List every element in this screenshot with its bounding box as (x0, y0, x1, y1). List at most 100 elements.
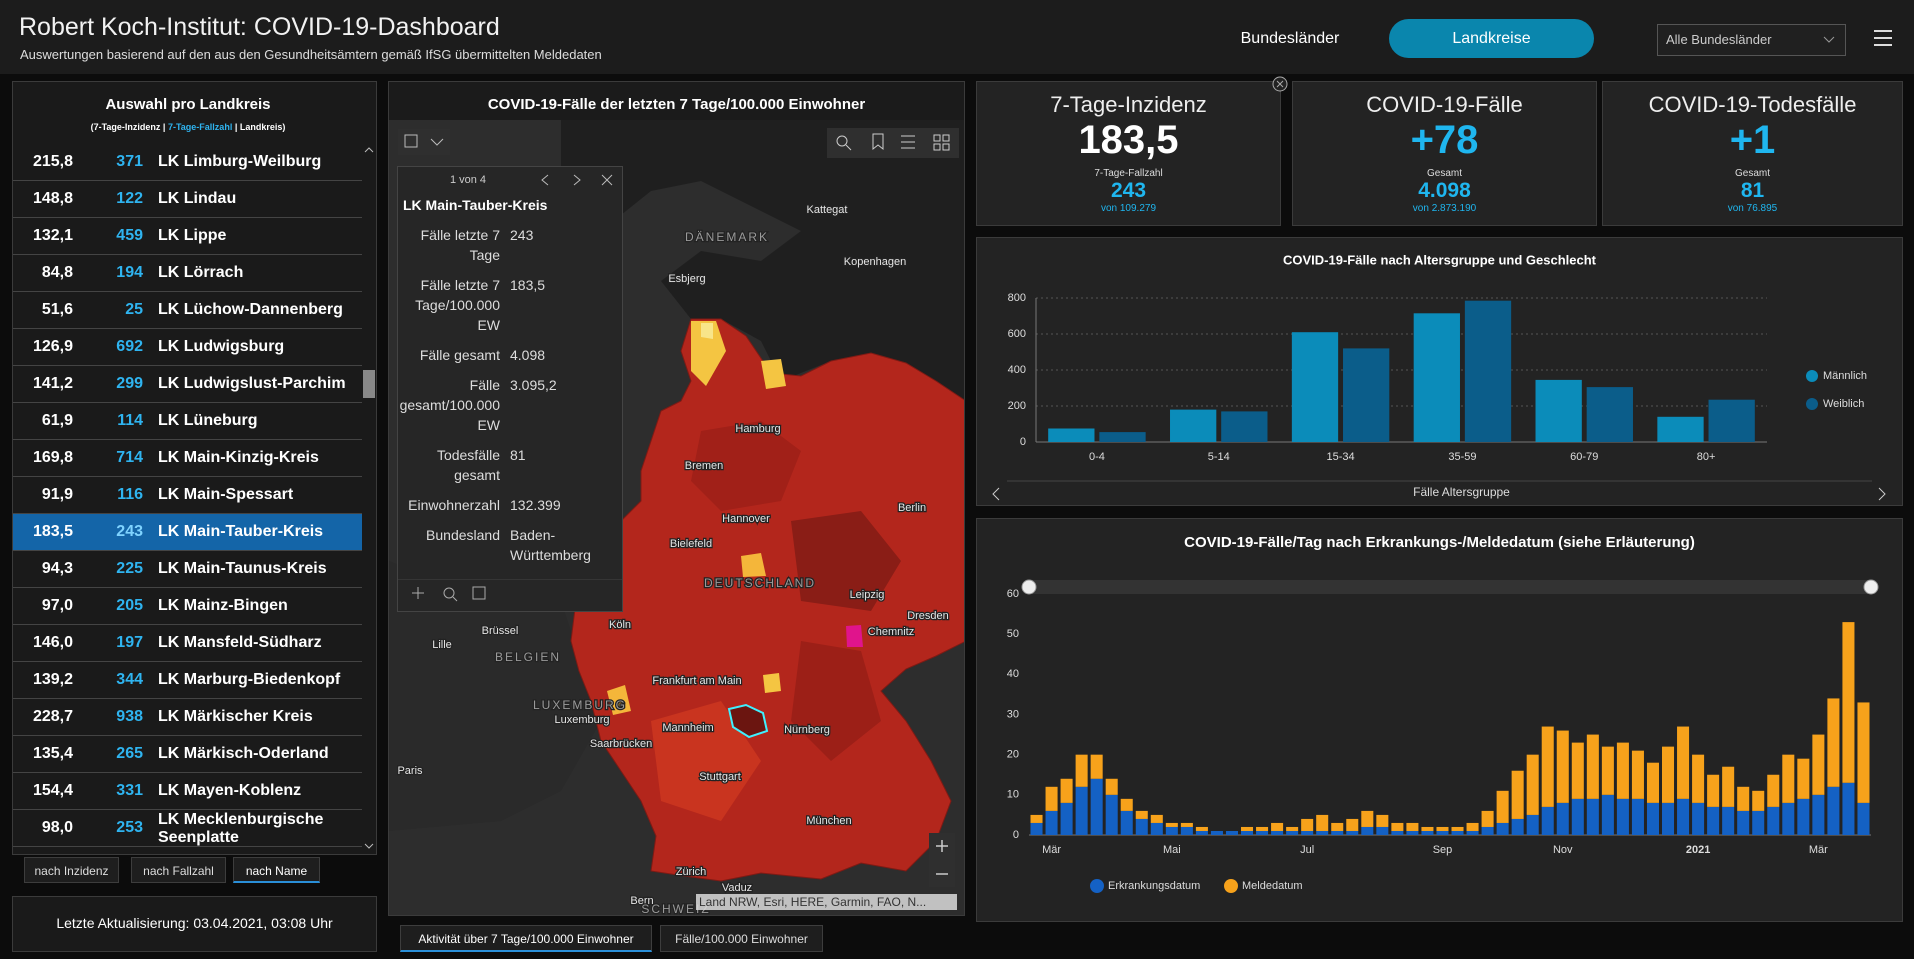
app-title: Robert Koch-Institut: COVID-19-Dashboard (19, 13, 500, 41)
bar (1376, 826, 1389, 835)
menu-icon[interactable] (1872, 28, 1894, 48)
list-row[interactable]: 132,1 459 LK Lippe (13, 218, 363, 255)
case-count: 116 (117, 486, 143, 503)
kpi-total: von 76.895 (1727, 203, 1778, 214)
list-row[interactable]: 146,0 197 LK Mansfeld-Südharz (13, 625, 363, 662)
popup-toolbar[interactable] (398, 579, 622, 611)
map-tab[interactable]: Fälle/100.000 Einwohner (660, 925, 823, 952)
nav-button-active[interactable]: Landkreise (1389, 19, 1594, 58)
map-tab[interactable]: Aktivität über 7 Tage/100.000 Einwohner (400, 925, 652, 952)
scrollbar[interactable] (362, 144, 376, 854)
bar (1241, 826, 1254, 831)
bar (1256, 826, 1269, 831)
list-row[interactable]: 98,0 253 LK Mecklenburgische Seenplatte (13, 810, 363, 847)
list-row[interactable]: 135,4 265 LK Märkisch-Oderland (13, 736, 363, 773)
bar (1842, 782, 1855, 835)
bar (1677, 798, 1690, 835)
bar (1105, 778, 1118, 795)
nav-button[interactable]: Bundesländer (1240, 30, 1340, 47)
bar (1301, 818, 1314, 831)
district-name: LK Mayen-Koblenz (158, 782, 302, 799)
list-row[interactable]: 228,7 938 LK Märkischer Kreis (13, 699, 363, 736)
bar (1571, 742, 1584, 799)
age-chart-panel: COVID-19-Fälle nach Altersgruppe und Ges… (976, 237, 1903, 506)
district-name: LK Mainz-Bingen (158, 597, 288, 614)
sort-button[interactable]: nach Inzidenz (24, 857, 119, 883)
field-value: 81 (510, 447, 526, 463)
bar (1827, 698, 1840, 787)
dropdown[interactable]: Alle Bundesländer (1657, 24, 1846, 56)
list-row[interactable]: 215,8 371 LK Limburg-Weilburg (13, 144, 363, 181)
popup-field: Fälle letzte 7 Tage/100.000 EW 183,5 (398, 275, 622, 335)
bar (1406, 830, 1419, 835)
legend-label: Erkrankungsdatum (1108, 880, 1200, 892)
bar (1391, 822, 1404, 831)
bar (1060, 802, 1073, 835)
map-label: BELGIEN (495, 650, 561, 664)
incidence: 183,5 (32, 523, 73, 540)
y-tick-label: 600 (1008, 328, 1026, 340)
bar (1301, 830, 1314, 835)
incidence: 139,2 (32, 671, 73, 688)
sort-button[interactable]: nach Name (233, 857, 320, 883)
case-count: 692 (116, 338, 143, 355)
district-name: LK Lippe (158, 227, 227, 244)
list-row[interactable]: 154,4 331 LK Mayen-Koblenz (13, 773, 363, 810)
list-row[interactable]: 91,9 116 LK Main-Spessart (13, 477, 363, 514)
bar (1331, 822, 1344, 831)
bar (1316, 814, 1329, 831)
kpi-total: von 109.279 (1100, 203, 1157, 214)
map-label: Hamburg (735, 423, 780, 435)
district-name: LK Märkischer Kreis (158, 708, 313, 725)
list-row[interactable]: 183,5 243 LK Main-Tauber-Kreis (13, 514, 363, 551)
list-row[interactable]: 169,8 714 LK Main-Kinzig-Kreis (13, 440, 363, 477)
list-row[interactable]: 84,8 194 LK Lörrach (13, 255, 363, 292)
map-label: Berlin (898, 502, 926, 514)
map-panel: COVID-19-Fälle der letzten 7 Tage/100.00… (388, 81, 965, 916)
popup-field: Fälle gesamt 4.098 (398, 345, 622, 365)
bar (1361, 826, 1374, 835)
bar (1316, 830, 1329, 835)
sort-button[interactable]: nach Fallzahl (131, 857, 226, 883)
list-rows: 215,8 371 LK Limburg-Weilburg 148,8 122 LK Li… (13, 144, 363, 852)
bar (1090, 754, 1103, 779)
list-row[interactable]: 141,2 299 LK Ludwigslust-Parchim (13, 366, 363, 403)
bar (1150, 822, 1163, 835)
district-name: LK Lörrach (158, 264, 244, 281)
kpi-card: 7-Tage-Inzidenz 183,5 7-Tage-Fallzahl 243 vo… (976, 81, 1281, 226)
kpi-card: COVID-19-Fälle +78 Gesamt 4.098 von 2.873.19… (1292, 81, 1597, 226)
map-label: Lille (432, 639, 452, 651)
bar (1421, 826, 1434, 831)
y-tick-label: 0 (1013, 829, 1019, 841)
list-row[interactable]: 126,9 692 LK Ludwigsburg (13, 329, 363, 366)
list-row[interactable]: 148,8 122 LK Lindau (13, 181, 363, 218)
case-count: 197 (116, 634, 143, 651)
list-row[interactable]: 97,0 205 LK Mainz-Bingen (13, 588, 363, 625)
map-label: Bern (630, 895, 653, 907)
bar (1812, 794, 1825, 835)
field-value: 4.098 (510, 347, 546, 363)
list-row[interactable]: 61,9 114 LK Lüneburg (13, 403, 363, 440)
map-label: Hannover (722, 513, 770, 525)
popup-controls[interactable] (538, 172, 618, 188)
bar (1075, 754, 1088, 787)
kpi-sub-label: Gesamt (1734, 168, 1770, 179)
bar (1722, 766, 1735, 807)
kpi-total: von 2.873.190 (1412, 203, 1477, 214)
bar (1195, 830, 1208, 835)
bar (1662, 802, 1675, 835)
list-row[interactable]: 51,6 25 LK Lüchow-Dannenberg (13, 292, 363, 329)
x-tick-label: 5-14 (1208, 451, 1230, 463)
slider-handle[interactable] (1021, 579, 1037, 595)
slider-handle[interactable] (1863, 579, 1879, 595)
case-count: 225 (116, 560, 143, 577)
list-row[interactable]: 139,2 344 LK Marburg-Biedenkopf (13, 662, 363, 699)
bar (1782, 802, 1795, 835)
district-name: LK Lüneburg (158, 412, 258, 429)
x-tick-label: 2021 (1686, 844, 1710, 856)
list-row[interactable]: 94,3 225 LK Main-Taunus-Kreis (13, 551, 363, 588)
popup-field: Fälle gesamt/100.000 EW 3.095,2 (398, 375, 622, 435)
legend-label: Männlich (1823, 370, 1867, 382)
expand-icon[interactable] (1272, 76, 1288, 92)
incidence: 84,8 (41, 264, 73, 281)
